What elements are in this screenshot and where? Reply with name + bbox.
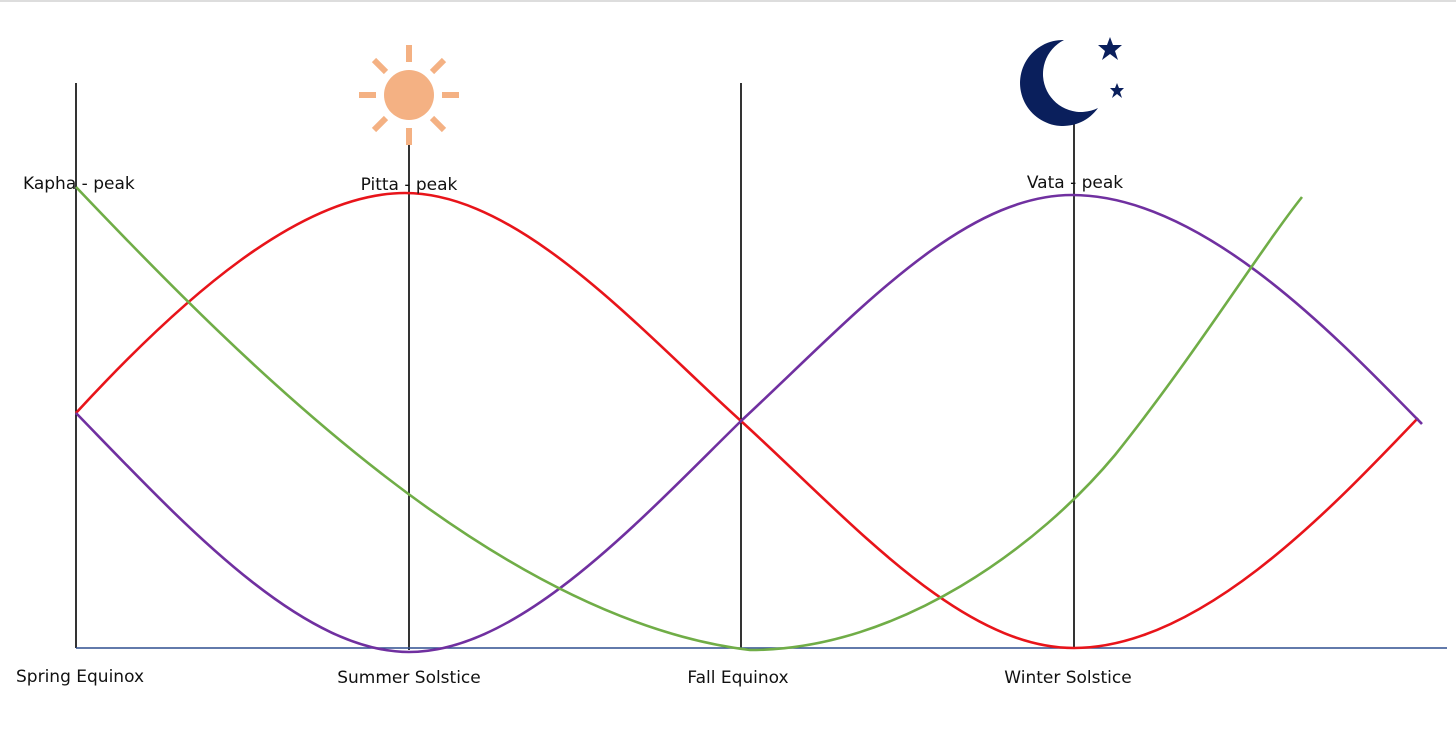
season-label: Winter Solstice (1004, 668, 1131, 688)
season-label: Summer Solstice (337, 668, 481, 688)
vata-peak-label: Vata - peak (1027, 173, 1123, 193)
moon-icon (1020, 37, 1124, 126)
kapha-peak-label: Kapha - peak (23, 174, 135, 194)
season-label: Fall Equinox (687, 668, 788, 688)
pitta-curve (75, 191, 1419, 650)
kapha-curve (75, 186, 1304, 652)
pitta-peak-label: Pitta - peak (361, 175, 458, 195)
vata-curve (75, 193, 1423, 654)
season-label: Spring Equinox (16, 667, 144, 687)
sun-icon (359, 45, 459, 145)
